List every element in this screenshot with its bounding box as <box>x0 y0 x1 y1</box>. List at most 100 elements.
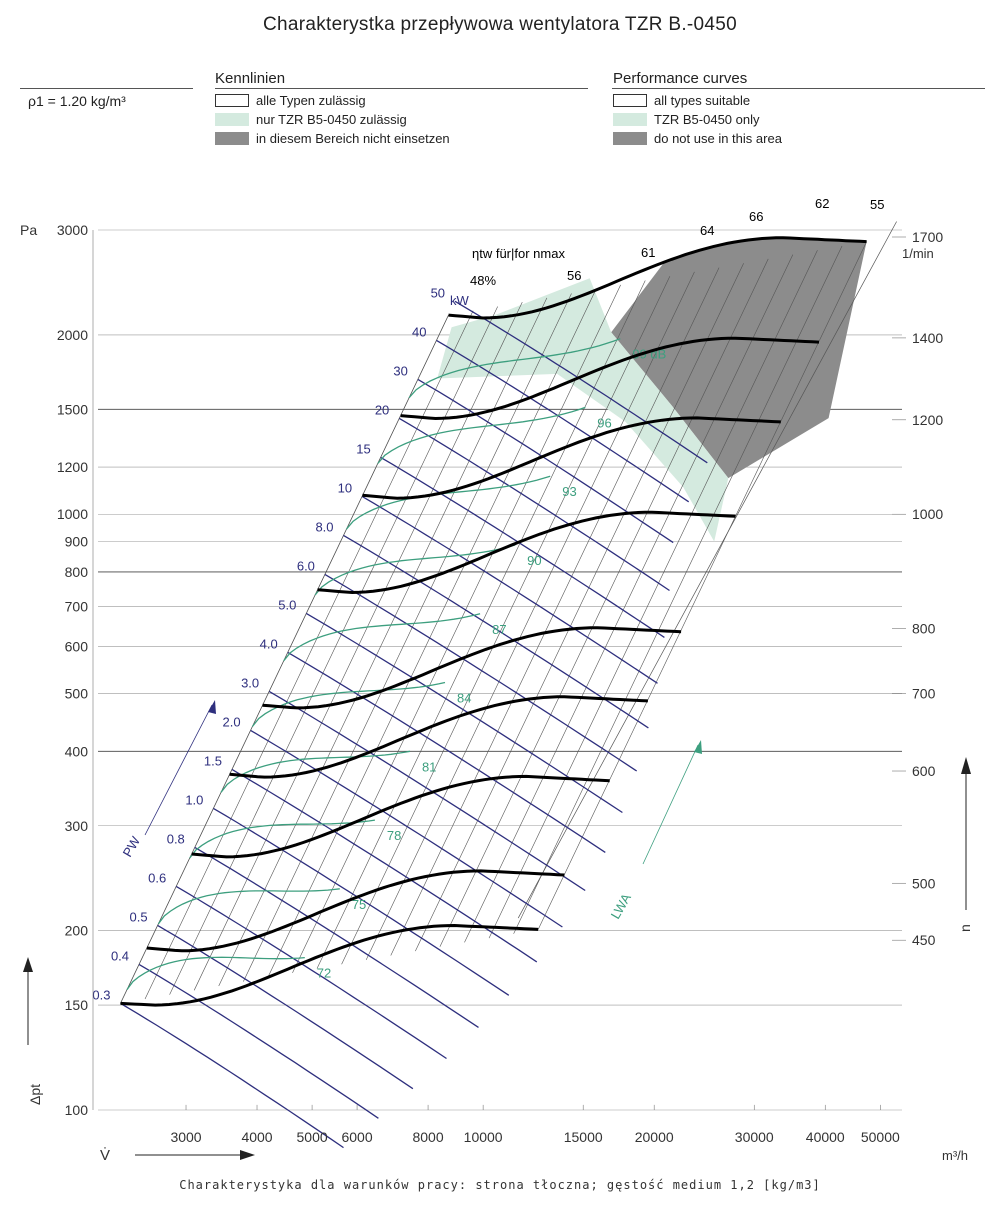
power-label: 10 <box>338 480 352 495</box>
legend-english-heading: Performance curves <box>613 70 748 87</box>
y-tick-label: 200 <box>65 923 89 939</box>
speed-curve <box>362 416 781 500</box>
diagonal-grid-line <box>464 254 794 943</box>
power-line <box>231 768 538 963</box>
y-tick-label: 900 <box>65 534 89 550</box>
y-tick-label: 1200 <box>57 459 88 475</box>
power-label: 0.3 <box>92 987 110 1002</box>
sound-label: 90 <box>527 553 541 568</box>
sound-curve <box>408 338 621 399</box>
power-label: 0.8 <box>167 831 185 846</box>
y-unit-label: Pa <box>20 222 37 238</box>
sound-label: 72 <box>317 966 331 981</box>
legend-label: in diesem Bereich nicht einsetzen <box>256 131 450 146</box>
power-label: 1.0 <box>185 792 203 807</box>
diagonal-grid-line <box>341 276 671 965</box>
diagonal-grid-line <box>169 306 498 995</box>
swatch-green <box>613 113 647 126</box>
power-line <box>194 846 479 1028</box>
y-tick-label: 100 <box>65 1102 89 1118</box>
density-label: ρ1 = 1.20 kg/m³ <box>28 93 126 109</box>
divider-left <box>20 88 193 89</box>
diagonal-grid-line <box>144 310 474 1000</box>
diagonal-grid-line <box>292 284 621 974</box>
sound-curve <box>251 681 446 727</box>
y-tick-label: 700 <box>65 599 89 615</box>
x-tick-label: 8000 <box>412 1129 443 1145</box>
sound-axis-arrow-head <box>694 740 702 754</box>
x-tick-label: 3000 <box>170 1129 201 1145</box>
legend-label: TZR B5-0450 only <box>654 112 760 127</box>
diagonal-grid-line <box>365 271 695 960</box>
footer-note: Charakterystyka dla warunków pracy: stro… <box>179 1178 821 1192</box>
power-line <box>287 651 606 853</box>
x-tick-label: 4000 <box>241 1129 272 1145</box>
legend-label: alle Typen zulässig <box>256 93 366 108</box>
diagonal-grid-line <box>316 280 646 969</box>
right-tick-label: 450 <box>912 932 936 948</box>
diagonal-grid-line <box>415 263 744 952</box>
y-tick-label: 500 <box>65 686 89 702</box>
power-label: 50 <box>431 285 445 300</box>
power-line <box>361 495 658 684</box>
speed-curve <box>191 774 610 859</box>
x-unit-label: m³/h <box>942 1148 968 1163</box>
legend-row: in diesem Bereich nicht einsetzen <box>215 129 450 148</box>
y-axis-label: Δpt <box>27 1084 43 1105</box>
grey-zone <box>611 237 867 479</box>
power-line <box>250 729 563 928</box>
right-tick-label: 600 <box>912 763 936 779</box>
y-tick-label: 400 <box>65 743 89 759</box>
speed-curve <box>146 869 565 953</box>
power-label: 2.0 <box>222 714 240 729</box>
power-axis-label: PW <box>120 833 144 859</box>
legend-german: Kennlinien alle Typen zulässig nur TZR B… <box>215 70 450 148</box>
efficiency-label: 61 <box>641 245 655 260</box>
x-tick-label: 6000 <box>341 1129 372 1145</box>
power-line <box>417 378 674 544</box>
legend-english: Performance curves all types suitable TZ… <box>613 70 782 148</box>
speed-curve <box>400 336 820 421</box>
efficiency-label: 55 <box>870 197 884 212</box>
right-axis-label: n <box>957 924 973 932</box>
power-label: 30 <box>393 363 407 378</box>
sound-curve <box>314 544 516 596</box>
sound-label: 81 <box>422 759 436 774</box>
y-tick-label: 150 <box>65 997 89 1013</box>
speed-curve <box>229 695 648 779</box>
divider-en <box>612 88 985 89</box>
diagonal-grid-line <box>243 293 572 982</box>
sound-curve <box>377 406 586 464</box>
x-tick-label: 20000 <box>635 1129 674 1145</box>
power-line <box>454 300 708 464</box>
right-tick-label: 1400 <box>912 330 943 346</box>
sound-label: 87 <box>492 622 506 637</box>
power-line <box>436 339 690 503</box>
legend-row: all types suitable <box>613 91 782 110</box>
swatch-green <box>215 113 249 126</box>
power-line <box>213 807 510 996</box>
power-line <box>305 612 623 814</box>
x-tick-label: 40000 <box>806 1129 845 1145</box>
sound-label: 75 <box>352 897 366 912</box>
right-edge-line <box>517 221 897 919</box>
power-label: 40 <box>412 324 426 339</box>
sound-curve <box>126 956 305 990</box>
sound-curve <box>157 888 340 925</box>
sound-curve <box>283 613 481 662</box>
swatch-grey <box>215 132 249 145</box>
green-zone <box>437 278 729 542</box>
y-tick-label: 1500 <box>57 401 88 417</box>
efficiency-label: 56 <box>567 268 581 283</box>
diagonal-grid-line <box>488 250 818 939</box>
divider-de <box>215 88 588 89</box>
sound-label: 93 <box>562 484 576 499</box>
speed-curve <box>448 236 867 320</box>
power-axis-arrow-head <box>208 700 216 714</box>
diagonal-grid-line <box>390 267 720 956</box>
efficiency-label: 62 <box>815 196 829 211</box>
x-tick-label: 5000 <box>297 1129 328 1145</box>
power-line <box>120 1002 344 1149</box>
power-label: 1.5 <box>204 753 222 768</box>
right-unit-label: 1/min <box>902 246 934 261</box>
